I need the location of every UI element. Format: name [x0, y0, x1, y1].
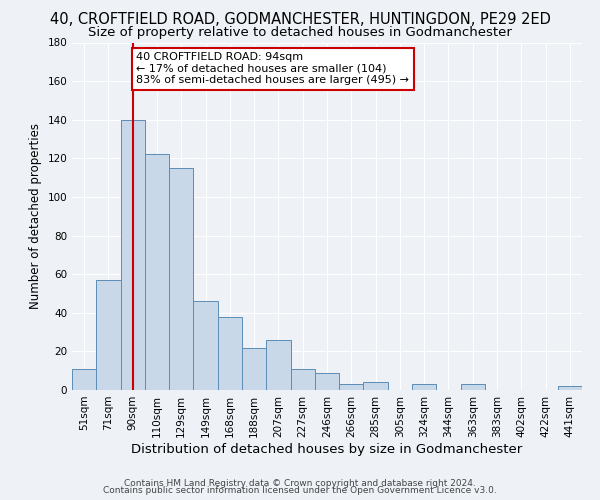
Bar	[145, 154, 169, 390]
Text: Contains public sector information licensed under the Open Government Licence v3: Contains public sector information licen…	[103, 486, 497, 495]
Bar	[193, 301, 218, 390]
Bar	[339, 384, 364, 390]
Text: Contains HM Land Registry data © Crown copyright and database right 2024.: Contains HM Land Registry data © Crown c…	[124, 478, 476, 488]
Bar	[218, 316, 242, 390]
Text: Size of property relative to detached houses in Godmanchester: Size of property relative to detached ho…	[88, 26, 512, 39]
Bar	[242, 348, 266, 390]
Bar	[364, 382, 388, 390]
Text: 40, CROFTFIELD ROAD, GODMANCHESTER, HUNTINGDON, PE29 2ED: 40, CROFTFIELD ROAD, GODMANCHESTER, HUNT…	[50, 12, 550, 28]
Bar	[558, 386, 582, 390]
Bar	[96, 280, 121, 390]
Bar	[72, 369, 96, 390]
Bar	[461, 384, 485, 390]
Bar	[169, 168, 193, 390]
Bar	[121, 120, 145, 390]
Y-axis label: Number of detached properties: Number of detached properties	[29, 123, 42, 309]
Bar	[412, 384, 436, 390]
X-axis label: Distribution of detached houses by size in Godmanchester: Distribution of detached houses by size …	[131, 442, 523, 456]
Bar	[315, 372, 339, 390]
Bar	[290, 369, 315, 390]
Bar	[266, 340, 290, 390]
Text: 40 CROFTFIELD ROAD: 94sqm
← 17% of detached houses are smaller (104)
83% of semi: 40 CROFTFIELD ROAD: 94sqm ← 17% of detac…	[136, 52, 409, 86]
